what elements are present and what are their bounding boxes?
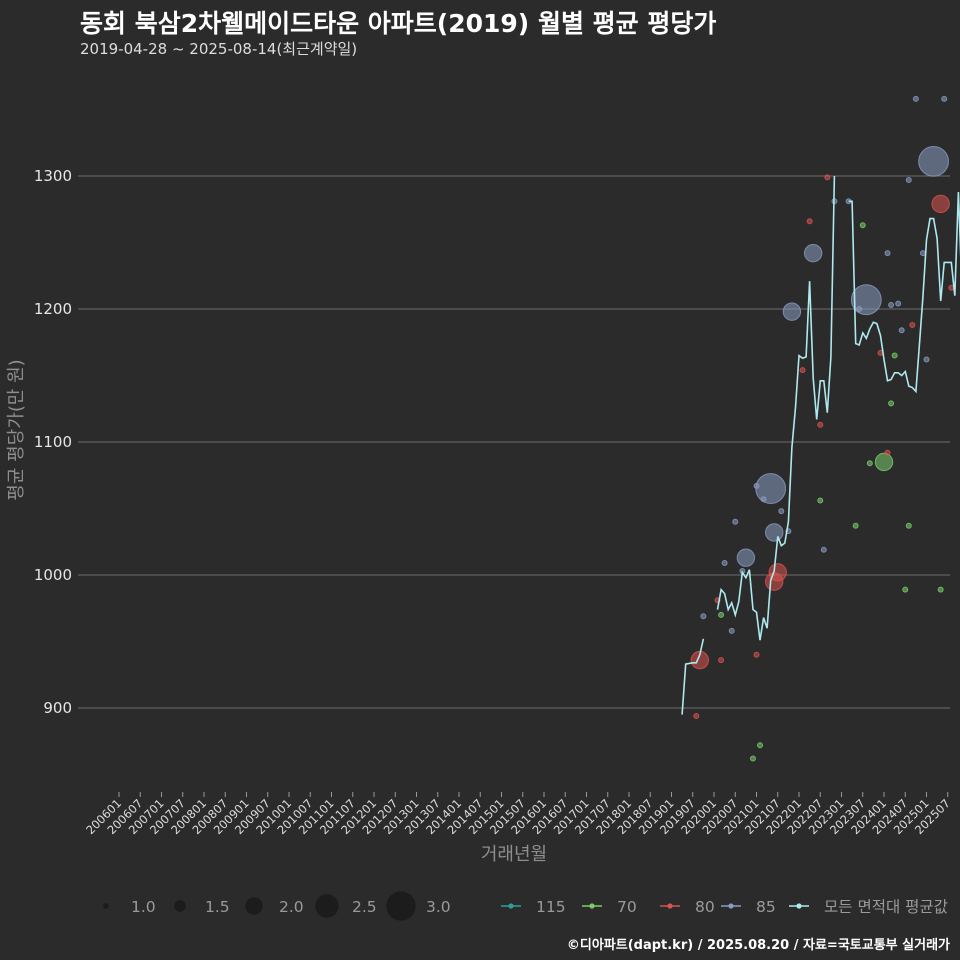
scatter-point-85 — [884, 250, 891, 257]
scatter-point-70 — [859, 222, 866, 229]
scatter-point-85 — [888, 302, 895, 309]
size-legend-dot — [315, 894, 339, 918]
scatter-point-80 — [718, 657, 725, 664]
y-axis-title: 평균 평당가(만 원) — [6, 359, 27, 500]
scatter-point-80 — [909, 321, 916, 328]
scatter-point-85 — [755, 473, 787, 504]
chart-subtitle: 2019-04-28 ~ 2025-08-14(최근계약일) — [80, 40, 358, 58]
scatter-point-70 — [852, 522, 859, 529]
avg-line-segment — [848, 191, 960, 394]
size-legend-label: 3.0 — [426, 898, 451, 916]
size-legend-label: 1.0 — [131, 898, 156, 916]
scatter-point-70 — [757, 742, 764, 749]
scatter-point-85 — [778, 508, 785, 515]
scatter-point-85 — [803, 243, 823, 263]
color-legend-dot — [508, 903, 514, 909]
scatter-point-70 — [866, 460, 873, 467]
chart-title: 동회 북삼2차웰메이드타운 아파트(2019) 월별 평균 평당가 — [80, 9, 717, 38]
scatter-point-85 — [732, 518, 739, 525]
scatter-point-70 — [891, 352, 898, 359]
color-legend-label: 85 — [756, 898, 776, 916]
scatter-point-85 — [905, 176, 912, 183]
x-axis-title: 거래년월 — [481, 844, 547, 865]
size-legend-label: 1.5 — [205, 898, 230, 916]
color-legend-label: 70 — [617, 898, 637, 916]
scatter-point-85 — [941, 95, 948, 102]
size-legend-dot — [174, 900, 186, 912]
avg-line-segment — [716, 175, 836, 641]
scatter-point-70 — [902, 586, 909, 593]
scatter-point-80 — [817, 421, 824, 428]
size-legend-label: 2.5 — [352, 898, 377, 916]
color-legend-label: 모든 면적대 평균값 — [824, 898, 948, 916]
scatter-point-85 — [765, 523, 784, 542]
y-tick-label: 1200 — [34, 300, 72, 318]
avg-line-segment — [681, 638, 705, 715]
scatter-point-70 — [817, 497, 824, 504]
size-legend-dot — [103, 903, 109, 909]
scatter-point-70 — [749, 755, 756, 762]
color-legend-label: 115 — [536, 898, 566, 916]
scatter-point-85 — [820, 546, 827, 553]
color-legend-dot — [589, 903, 595, 909]
grid-layer — [78, 175, 950, 709]
scatter-point-80 — [693, 712, 700, 719]
scatter-point-85 — [782, 302, 802, 321]
y-tick-label: 1000 — [34, 566, 72, 584]
legend-layer: 1.0 1.5 2.0 2.5 3.0 115 70 80 85 모든 면적대 평균값 — [103, 891, 948, 921]
scatter-point-85 — [898, 327, 905, 334]
scatter-point-80 — [753, 651, 760, 658]
y-tick-label: 1300 — [34, 167, 72, 185]
scatter-point-85 — [736, 548, 756, 567]
color-legend-dot — [667, 903, 673, 909]
scatter-point-85 — [700, 613, 707, 620]
scatter-point-70 — [874, 452, 894, 472]
scatter-point-80 — [931, 194, 950, 214]
size-legend-dot — [245, 897, 263, 915]
scatter-point-80 — [768, 563, 787, 582]
scatter-point-70 — [888, 400, 895, 407]
scatter-point-70 — [937, 586, 944, 593]
color-legend-dot — [728, 903, 734, 909]
axis-layer: 9001000110012001300200601200607200701200… — [6, 167, 953, 865]
scatter-point-85 — [721, 560, 728, 567]
scatter-point-80 — [884, 449, 891, 456]
scatter-point-70 — [905, 522, 912, 529]
color-legend-dot — [796, 903, 802, 909]
scatter-point-85 — [912, 95, 919, 102]
scatter-point-85 — [728, 627, 735, 634]
scatter-point-85 — [850, 284, 882, 316]
points-layer — [690, 95, 955, 762]
source-caption: ©디아파트(dapt.kr) / 2025.08.20 / 자료=국토교통부 실… — [566, 938, 950, 953]
scatter-point-80 — [806, 218, 813, 225]
color-legend-label: 80 — [695, 898, 715, 916]
scatter-point-70 — [718, 611, 725, 618]
scatter-point-85 — [895, 300, 902, 307]
y-tick-label: 900 — [43, 699, 72, 717]
avg-line-layer — [681, 175, 960, 715]
y-tick-label: 1100 — [34, 433, 72, 451]
scatter-point-80 — [824, 174, 831, 181]
size-legend-label: 2.0 — [279, 898, 304, 916]
size-legend-dot — [386, 891, 416, 921]
scatter-point-80 — [799, 367, 806, 374]
scatter-point-85 — [923, 356, 930, 363]
scatter-point-85 — [919, 250, 926, 257]
scatter-point-85 — [918, 145, 949, 177]
